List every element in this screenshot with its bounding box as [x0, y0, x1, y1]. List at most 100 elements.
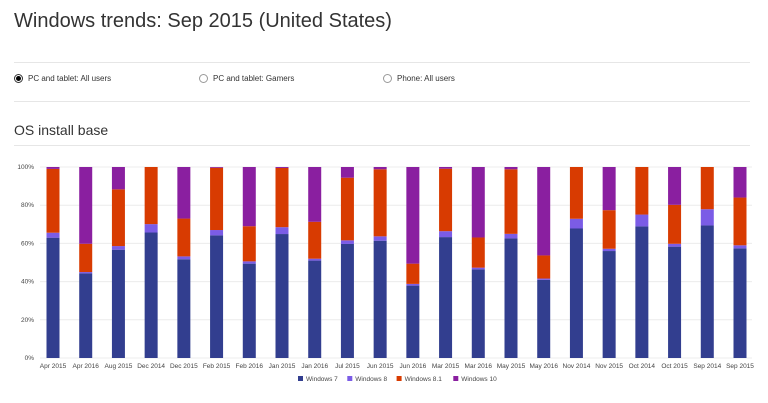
bar-segment	[210, 235, 224, 358]
bar-segment	[602, 248, 616, 252]
legend-label: Windows 8.1	[405, 376, 443, 383]
radio-pc-all-users[interactable]: PC and tablet: All users	[14, 74, 111, 83]
bar-segment	[602, 167, 616, 211]
bar-segment	[340, 167, 354, 178]
bar-segment	[242, 261, 256, 264]
bar-segment	[373, 167, 387, 170]
bar-segment	[668, 204, 682, 244]
x-tick-label: Sep 2015	[726, 363, 754, 370]
bar-segment	[79, 273, 93, 358]
bar-segment	[439, 168, 453, 232]
bar-segment	[668, 243, 682, 247]
bar-segment	[111, 246, 125, 250]
bar-segment	[471, 237, 485, 268]
bar-segment	[504, 238, 518, 358]
x-tick-label: Feb 2016	[236, 363, 264, 370]
bar-segment	[635, 167, 649, 215]
bar-segment	[46, 167, 60, 169]
x-tick-label: Jun 2015	[367, 363, 394, 370]
x-tick-label: Sep 2014	[693, 363, 721, 370]
bar-segment	[406, 283, 420, 286]
x-tick-label: Feb 2015	[203, 363, 231, 370]
bar-segment	[537, 279, 551, 358]
bar-segment	[569, 167, 583, 219]
bar-segment	[111, 249, 125, 358]
bar-segment	[733, 167, 747, 198]
x-tick-label: Mar 2016	[465, 363, 493, 370]
bar-segment	[700, 209, 714, 226]
radio-label: Phone: All users	[397, 74, 455, 83]
bar-segment	[602, 210, 616, 249]
radio-selected-icon	[14, 74, 23, 83]
x-tick-label: Apr 2015	[40, 363, 67, 370]
bar-segment	[373, 240, 387, 358]
bar-segment	[177, 259, 191, 358]
radio-icon	[383, 74, 392, 83]
os-install-base-chart: 0% 20% 40% 60% 80% 100% Apr 2015 Apr 2016 Aug 20…	[17, 164, 754, 383]
legend-swatch	[347, 376, 353, 381]
bar-segment	[210, 167, 224, 231]
x-tick-label: Oct 2014	[629, 363, 656, 370]
legend-label: Windows 8	[355, 376, 387, 383]
x-tick-label: Jan 2015	[269, 363, 296, 370]
radio-pc-gamers[interactable]: PC and tablet: Gamers	[199, 74, 294, 83]
x-tick-label: Dec 2014	[137, 363, 165, 370]
bar-segment	[275, 167, 289, 228]
bar-segment	[439, 231, 453, 238]
x-tick-label: Apr 2016	[73, 363, 100, 370]
bar-segment	[668, 246, 682, 358]
legend-label: Windows 7	[306, 376, 338, 383]
bar-segment	[439, 237, 453, 358]
legend-swatch	[298, 376, 303, 381]
radio-phone-all-users[interactable]: Phone: All users	[383, 74, 455, 83]
x-tick-label: Dec 2015	[170, 363, 198, 370]
bar-segment	[700, 167, 714, 210]
bar-segment	[504, 169, 518, 234]
bar-segment	[46, 237, 60, 358]
bar-segment	[340, 177, 354, 241]
x-tick-label: Nov 2015	[595, 363, 623, 370]
bar-segment	[406, 285, 420, 358]
bar-segment	[177, 256, 191, 260]
section-title: OS install base	[14, 122, 109, 138]
bar-segment	[537, 167, 551, 256]
x-tick-label: Mar 2015	[432, 363, 460, 370]
y-tick-label: 20%	[21, 317, 34, 324]
page-title: Windows trends: Sep 2015 (United States)	[14, 10, 392, 32]
bar-segment	[471, 167, 485, 238]
bar-segment	[668, 167, 682, 205]
bar-segment	[733, 245, 747, 249]
bar-segment	[46, 168, 60, 233]
y-tick-label: 100%	[17, 164, 34, 171]
bar-segment	[733, 197, 747, 246]
bar-segment	[439, 167, 453, 169]
bar-segment	[569, 228, 583, 358]
bar-segment	[46, 232, 60, 238]
x-tick-label: Jun 2016	[399, 363, 426, 370]
bar-segment	[308, 260, 322, 358]
bar-segment	[537, 255, 551, 279]
bar-segment	[79, 243, 93, 273]
x-tick-label: May 2016	[529, 363, 558, 370]
bar-segment	[275, 227, 289, 235]
x-tick-label: Jan 2016	[301, 363, 328, 370]
bar-segment	[340, 240, 354, 244]
bar-segment	[373, 236, 387, 241]
bar-segment	[79, 272, 93, 274]
divider	[14, 145, 750, 146]
bar-segment	[275, 167, 289, 168]
bar-segment	[406, 167, 420, 264]
bar-segment	[308, 167, 322, 222]
bar-segment	[471, 267, 485, 270]
bar-segment	[275, 234, 289, 358]
y-tick-label: 60%	[21, 240, 34, 247]
bar-segment	[504, 233, 518, 239]
y-tick-label: 0%	[25, 355, 35, 362]
bar-segment	[471, 269, 485, 358]
legend-label: Windows 10	[461, 376, 497, 383]
x-tick-label: Aug 2015	[105, 363, 133, 370]
bar-segment	[242, 263, 256, 358]
bar-segment	[144, 232, 158, 358]
bar-segment	[177, 218, 191, 257]
bar-segment	[733, 248, 747, 358]
